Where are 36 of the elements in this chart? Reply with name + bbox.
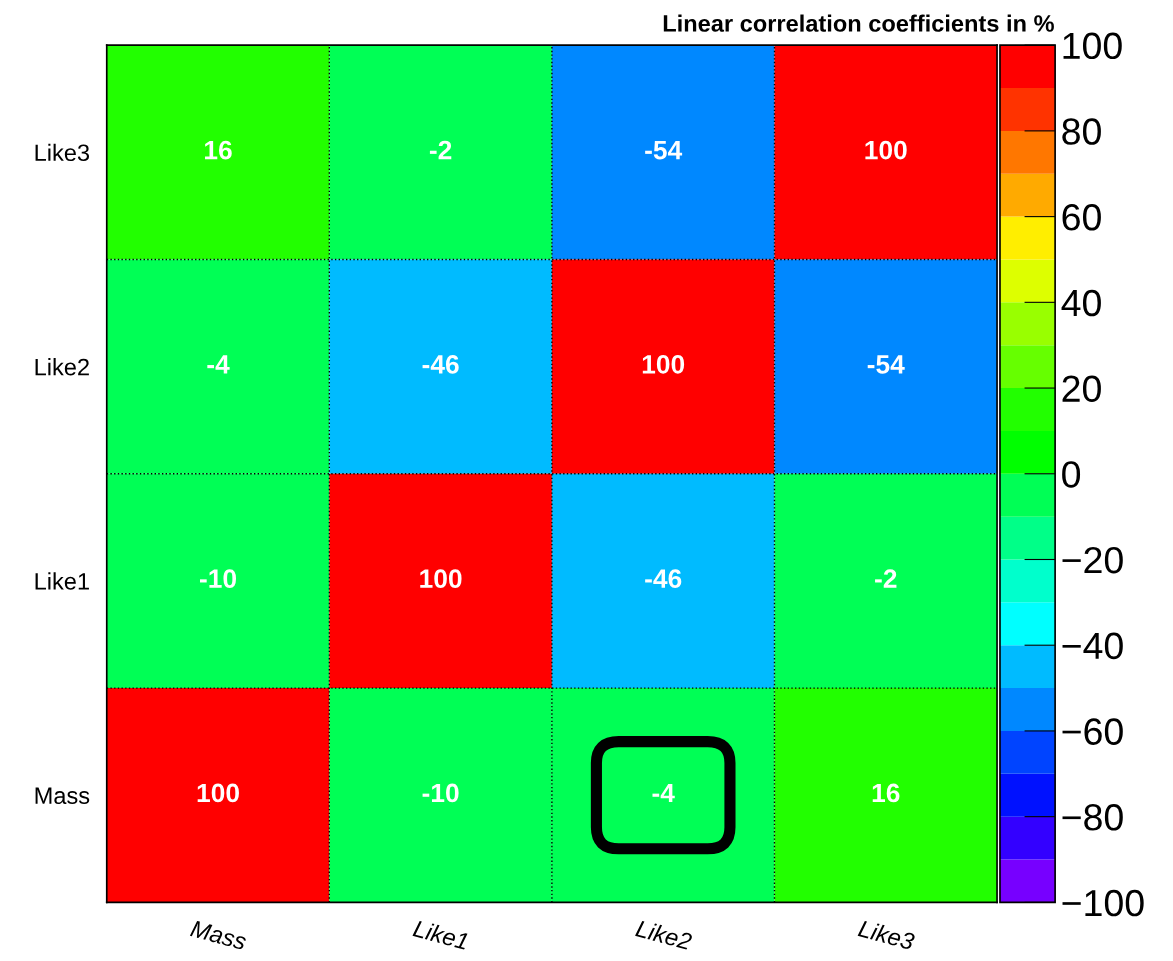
color-bar-label: −100 (1062, 889, 1144, 917)
data-label: -4 (652, 783, 675, 803)
color-bar-label: −20 (1062, 546, 1123, 574)
x-tick-label: Mass (189, 920, 248, 951)
data-label: -2 (875, 569, 897, 588)
data-label: -46 (422, 355, 459, 374)
data-label: -10 (422, 783, 459, 803)
y-tick-label: Like1 (35, 572, 89, 590)
data-label: -46 (645, 569, 682, 589)
color-bar-label: 100 (1063, 32, 1122, 60)
data-label: 100 (197, 783, 239, 803)
color-bar-label: 80 (1062, 118, 1101, 145)
color-bar-label: −60 (1062, 718, 1123, 745)
x-tick-label: Like2 (634, 919, 693, 951)
color-bar-label: 60 (1062, 204, 1101, 231)
data-label: -54 (645, 140, 683, 160)
data-label: 100 (642, 355, 685, 374)
data-label: 100 (420, 569, 462, 589)
chart-title: Linear correlation coefficients in % (663, 14, 1054, 32)
y-tick-label: Like2 (35, 358, 89, 376)
data-label: 16 (872, 783, 900, 803)
color-bar-label: 40 (1061, 289, 1101, 317)
color-bar-label: 20 (1062, 375, 1101, 403)
color-bar-label: −40 (1062, 632, 1123, 660)
data-label: -10 (199, 569, 237, 589)
data-label: -4 (207, 355, 230, 374)
x-tick-label: Like3 (857, 919, 916, 951)
y-tick-label: Like3 (35, 143, 90, 162)
data-label: -54 (867, 355, 905, 374)
x-tick-label: Like1 (412, 919, 469, 950)
color-bar-label: 0 (1062, 461, 1081, 488)
data-label: 16 (205, 140, 232, 160)
y-tick-label: Mass (35, 787, 90, 805)
color-bar-label: −80 (1062, 804, 1123, 831)
data-label: 100 (865, 140, 907, 160)
data-label: -2 (429, 140, 452, 160)
